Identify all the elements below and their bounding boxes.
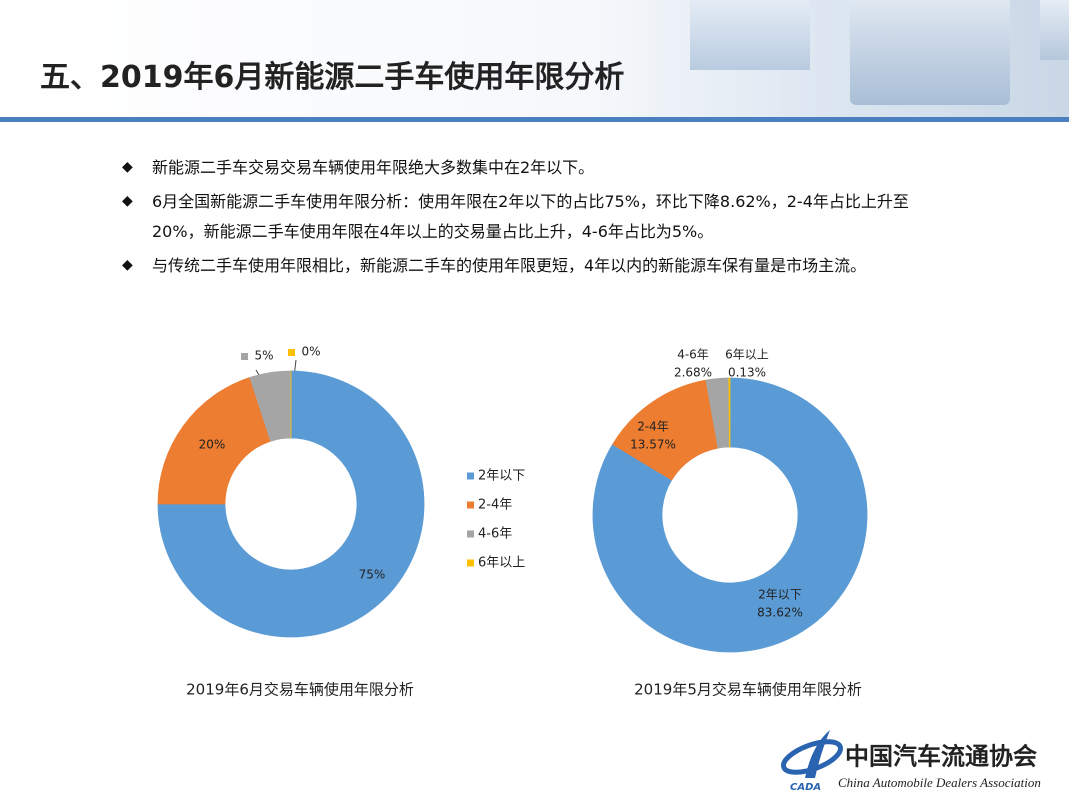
logo-english: China Automobile Dealers Association xyxy=(838,775,1041,790)
bullet-icon: ◆ xyxy=(122,193,133,209)
chart-title: 2019年6月交易车辆使用年限分析 xyxy=(186,681,414,699)
logo-icon xyxy=(781,730,843,778)
legend-label: 6年以上 xyxy=(478,556,525,571)
donut-slice xyxy=(157,370,425,638)
data-label-category: 2-4年 xyxy=(637,420,669,434)
data-label: 83.62% xyxy=(757,606,803,620)
logo-name: 中国汽车流通协会 xyxy=(845,742,1037,771)
donut-slice xyxy=(728,377,731,448)
donut-slice xyxy=(157,377,272,505)
label-key xyxy=(288,349,295,356)
bullet-text: 与传统二手车使用年限相比，新能源二手车的使用年限更短，4年以内的新能源车保有量是… xyxy=(152,256,867,275)
legend-swatch xyxy=(467,501,474,509)
bullet-text: 新能源二手车交易交易车辆使用年限绝大多数集中在2年以下。 xyxy=(152,158,595,177)
bullet-icon: ◆ xyxy=(122,257,133,273)
data-label-category: 2年以下 xyxy=(758,588,802,602)
legend-swatch xyxy=(467,472,474,480)
decor-block xyxy=(850,0,1010,105)
data-label: 20% xyxy=(199,438,226,452)
header-band xyxy=(0,0,1069,118)
decor-block xyxy=(1040,0,1069,60)
bullet-text: 6月全国新能源二手车使用年限分析：使用年限在2年以下的占比75%，环比下降8.6… xyxy=(152,192,909,241)
donut-slice xyxy=(592,377,868,653)
legend-swatch xyxy=(467,530,474,538)
data-label-category: 4-6年 xyxy=(677,348,709,362)
chart-title: 2019年5月交易车辆使用年限分析 xyxy=(634,681,862,699)
bullet-icon: ◆ xyxy=(122,159,133,175)
data-label: 0% xyxy=(301,345,320,359)
data-label: 5% xyxy=(254,349,273,363)
logo-abbr: CADA xyxy=(790,782,821,793)
label-key xyxy=(241,353,248,360)
slide-title: 五、2019年6月新能源二手车使用年限分析 xyxy=(40,60,625,95)
legend-label: 4-6年 xyxy=(478,527,512,542)
data-label: 2.68% xyxy=(674,366,712,380)
legend-swatch xyxy=(467,559,474,567)
data-label: 13.57% xyxy=(630,438,676,452)
data-label: 75% xyxy=(359,568,386,582)
legend-label: 2年以下 xyxy=(478,469,525,484)
decor-block xyxy=(690,0,810,70)
legend-label: 2-4年 xyxy=(478,498,512,513)
header-rule xyxy=(0,117,1069,122)
data-label: 0.13% xyxy=(728,366,766,380)
data-label-category: 6年以上 xyxy=(725,348,769,362)
